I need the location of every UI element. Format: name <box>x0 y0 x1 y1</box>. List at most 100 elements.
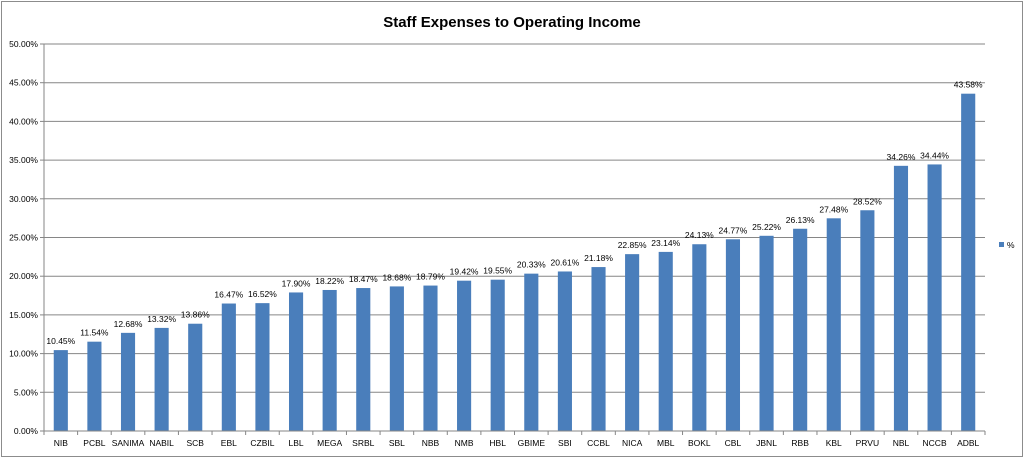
y-tick-label: 40.00% <box>9 116 38 126</box>
x-tick-label: JBNL <box>756 438 777 448</box>
y-tick-label: 50.00% <box>9 39 38 49</box>
x-axis-ticks: NIB PCBL SANIMA NABIL SCB EBL CZBIL LBL MEGA SRBL… <box>43 431 986 448</box>
x-tick-label: SRBL <box>352 438 374 448</box>
x-tick-label: RBB <box>791 438 809 448</box>
y-tick-label: 20.00% <box>9 271 38 281</box>
bar-kbl <box>826 218 841 431</box>
x-tick-label: SBI <box>558 438 572 448</box>
bar-mega <box>322 289 337 431</box>
y-tick-label: 10.00% <box>9 349 38 359</box>
bar-sbl <box>389 286 404 431</box>
x-tick-label: SANIMA <box>112 438 145 448</box>
x-tick-label: MEGA <box>317 438 342 448</box>
y-tick-label: 45.00% <box>9 78 38 88</box>
bars <box>53 93 976 432</box>
x-tick-label: KBL <box>826 438 842 448</box>
legend-swatch <box>999 242 1004 247</box>
data-label: 34.44% <box>920 150 949 160</box>
data-label: 26.13% <box>786 215 815 225</box>
x-tick-label: NICA <box>622 438 643 448</box>
data-label: 18.47% <box>349 274 378 284</box>
bar-pcbl <box>87 341 102 431</box>
y-tick-label: 5.00% <box>14 387 39 397</box>
bar-nica <box>625 254 640 431</box>
y-tick-label: 25.00% <box>9 233 38 243</box>
y-tick-label: 0.00% <box>14 426 39 436</box>
bar-rbb <box>793 228 808 431</box>
y-axis-ticks: 0.00% 5.00% 10.00% 15.00% 20.00% 25.00% 30.00%… <box>9 39 44 436</box>
chart-title: Staff Expenses to Operating Income <box>383 14 641 31</box>
data-label: 22.85% <box>618 240 647 250</box>
data-label: 19.42% <box>450 267 479 277</box>
data-label: 12.68% <box>114 319 143 329</box>
bar-nccb <box>927 164 942 432</box>
axes <box>43 44 985 432</box>
x-tick-label: MBL <box>657 438 675 448</box>
bar-nib <box>53 350 68 431</box>
x-tick-label: CBL <box>725 438 742 448</box>
data-label: 13.86% <box>181 310 210 320</box>
bar-nmb <box>457 280 472 431</box>
data-label: 16.52% <box>248 289 277 299</box>
y-tick-label: 15.00% <box>9 310 38 320</box>
bar-prvu <box>860 210 875 431</box>
x-tick-label: PRVU <box>856 438 879 448</box>
bar-nbb <box>423 285 438 431</box>
x-tick-label: GBIME <box>518 438 546 448</box>
x-tick-label: CCBL <box>587 438 610 448</box>
data-label: 13.32% <box>147 314 176 324</box>
x-tick-label: NIB <box>54 438 69 448</box>
gridlines <box>44 43 985 393</box>
data-label: 21.18% <box>584 253 613 263</box>
x-tick-label: SCB <box>186 438 204 448</box>
bar-sanima <box>120 332 136 431</box>
x-tick-label: CZBIL <box>250 438 274 448</box>
bar-srbl <box>356 288 371 431</box>
data-label: 34.26% <box>887 152 916 162</box>
data-label: 17.90% <box>282 278 311 288</box>
data-label: 18.79% <box>416 272 445 282</box>
data-label: 18.22% <box>315 276 344 286</box>
bar-lbl <box>288 292 304 431</box>
data-label: 27.48% <box>819 204 848 214</box>
data-label: 43.58% <box>954 80 983 90</box>
data-label: 24.77% <box>719 225 748 235</box>
bar-ccbl <box>591 267 606 431</box>
data-label: 20.33% <box>517 260 546 270</box>
data-label: 16.47% <box>214 290 243 300</box>
data-label: 23.14% <box>651 238 680 248</box>
bar-czbil <box>255 303 270 431</box>
bar-nbl <box>893 165 909 431</box>
y-tick-label: 30.00% <box>9 194 38 204</box>
x-tick-label: SBL <box>389 438 405 448</box>
data-label: 24.13% <box>685 230 714 240</box>
x-tick-label: LBL <box>288 438 303 448</box>
data-labels: 10.45% 11.54% 12.68% 13.32% 13.86% 16.47% 16.5… <box>46 80 983 346</box>
x-tick-label: ADBL <box>957 438 979 448</box>
x-tick-label: NBB <box>422 438 440 448</box>
bar-jbnl <box>759 235 774 431</box>
legend: % <box>999 240 1015 250</box>
data-label: 25.22% <box>752 222 781 232</box>
bar-nabil <box>154 327 169 431</box>
data-label: 28.52% <box>853 196 882 206</box>
x-tick-label: NBL <box>893 438 910 448</box>
bar-cbl <box>725 239 741 431</box>
x-tick-label: PCBL <box>83 438 105 448</box>
data-label: 18.68% <box>382 272 411 282</box>
y-tick-label: 35.00% <box>9 155 38 165</box>
x-tick-label: HBL <box>489 438 506 448</box>
bar-scb <box>188 323 203 431</box>
legend-label: % <box>1007 240 1015 250</box>
data-label: 10.45% <box>46 336 75 346</box>
data-label: 20.61% <box>550 257 579 267</box>
bar-ebl <box>221 303 236 431</box>
bar-mbl <box>658 251 673 431</box>
bar-sbi <box>557 271 572 431</box>
x-tick-label: EBL <box>221 438 237 448</box>
bar-hbl <box>490 279 505 431</box>
x-tick-label: NMB <box>455 438 474 448</box>
bar-gbime <box>524 273 539 431</box>
